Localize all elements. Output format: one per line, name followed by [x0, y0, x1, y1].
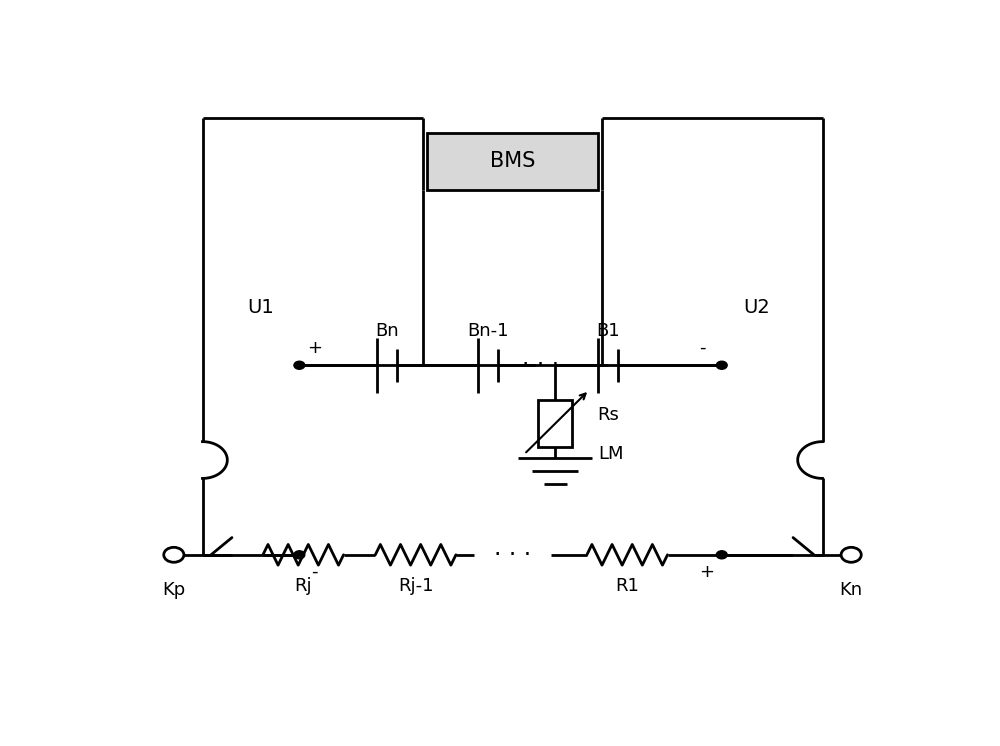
Text: Rj: Rj — [294, 577, 312, 595]
Text: Kp: Kp — [162, 581, 185, 600]
Text: U1: U1 — [247, 298, 274, 317]
Text: Rs: Rs — [597, 407, 619, 424]
FancyBboxPatch shape — [538, 401, 572, 448]
Text: BMS: BMS — [490, 151, 535, 172]
Text: Bn-1: Bn-1 — [467, 322, 508, 339]
Text: +: + — [307, 339, 322, 357]
Text: LM: LM — [598, 445, 624, 463]
Text: B1: B1 — [596, 322, 620, 339]
Text: -: - — [699, 339, 706, 357]
FancyBboxPatch shape — [427, 133, 598, 190]
Text: U2: U2 — [743, 298, 770, 317]
Circle shape — [294, 361, 305, 369]
Text: Kn: Kn — [840, 581, 863, 600]
Text: R1: R1 — [615, 577, 639, 595]
Text: Bn: Bn — [375, 322, 399, 339]
Text: · · ·: · · · — [494, 543, 531, 567]
Text: +: + — [699, 563, 714, 581]
Circle shape — [716, 551, 727, 559]
Circle shape — [294, 551, 305, 559]
Text: Rj-1: Rj-1 — [398, 577, 433, 595]
Text: · · ·: · · · — [522, 354, 559, 377]
Circle shape — [716, 361, 727, 369]
Text: -: - — [312, 563, 318, 581]
